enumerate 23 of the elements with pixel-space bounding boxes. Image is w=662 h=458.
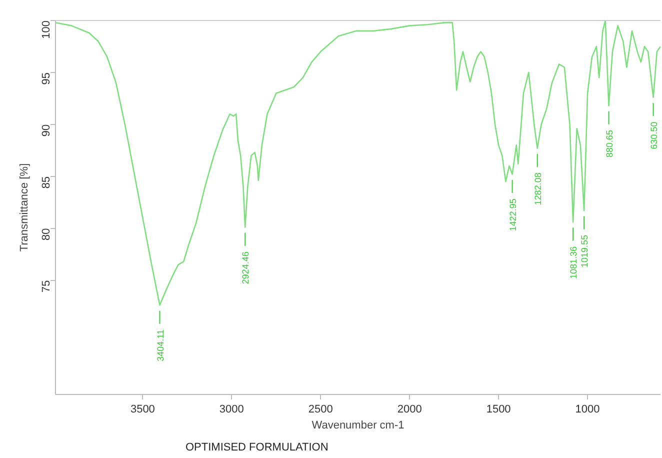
annotation: 630.50 (648, 122, 659, 150)
y-tick-label: 80 (40, 228, 52, 241)
y-tick-label: 95 (40, 72, 52, 85)
annotation: 2924.46 (240, 252, 251, 284)
annotation: 1282.08 (532, 172, 543, 206)
annotation: 1019.55 (580, 234, 590, 268)
y-axis-title: Transmittance [%] (18, 163, 30, 252)
y-tick-label: 85 (40, 176, 52, 189)
annotation: 1081.36 (568, 246, 579, 279)
x-tick-label: 2500 (308, 404, 333, 416)
annotation: 880.65 (604, 130, 614, 158)
y-tick-label: 90 (40, 124, 52, 137)
x-tick-label: 1000 (575, 404, 600, 416)
annotation: 3404.11 (155, 329, 166, 362)
x-axis-title: Wavenumber cm-1 (312, 420, 404, 432)
x-tick-label: 3000 (219, 404, 244, 416)
text: OPTIMISED FORMULATION (186, 442, 328, 454)
x-tick-label: 2000 (397, 404, 422, 416)
y-tick-label: 75 (40, 280, 52, 292)
x-tick-label: 1500 (486, 404, 511, 416)
x-tick-label: 3500 (130, 404, 155, 416)
annotation: 1422.95 (508, 198, 518, 232)
y-tick-label: 100 (40, 20, 52, 39)
